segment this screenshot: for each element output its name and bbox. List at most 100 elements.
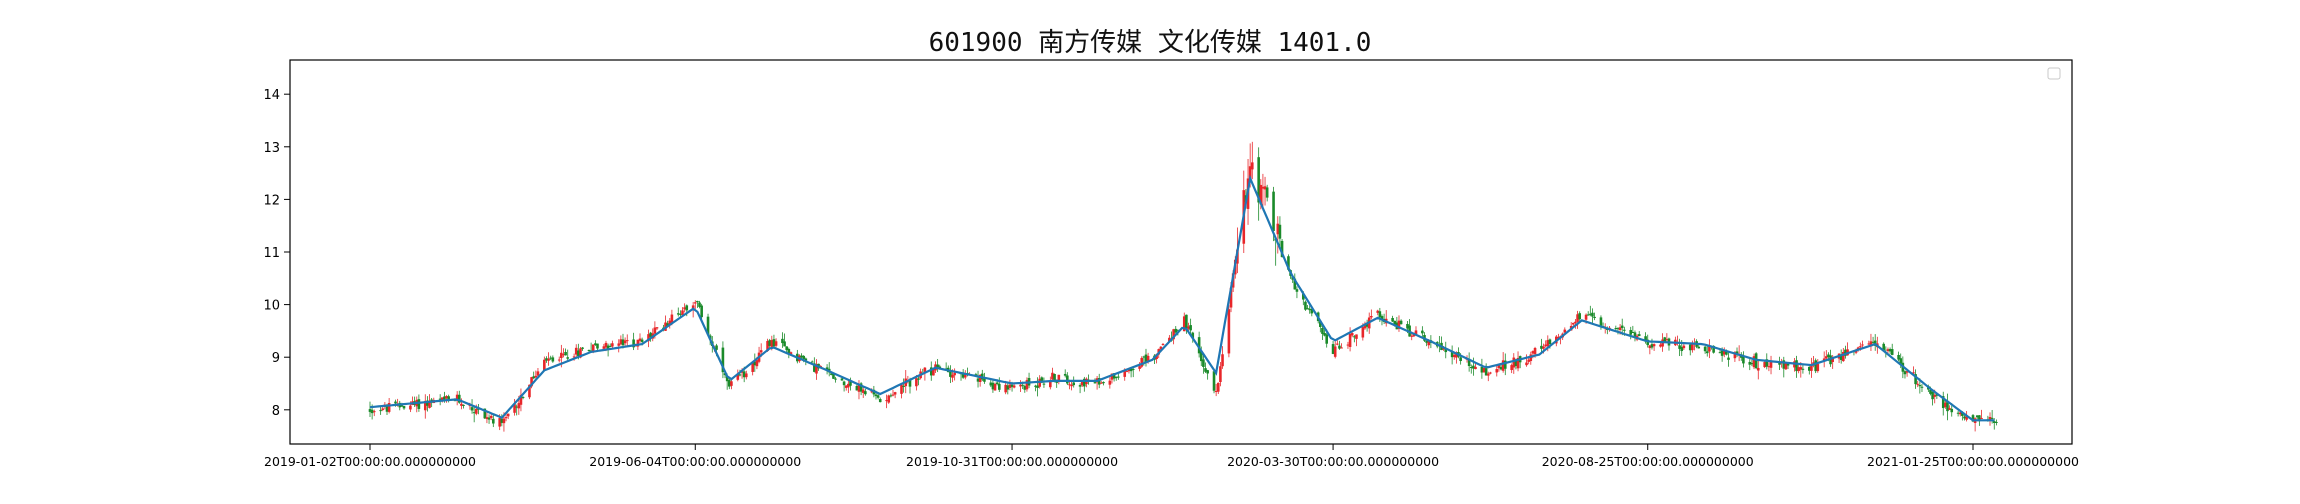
candle-body [849,381,852,386]
candle-body [1057,374,1061,383]
candle-body [1406,323,1409,329]
candle-body [1425,340,1428,343]
candle-body [1365,324,1369,327]
candle-body [1008,384,1012,388]
candle-body [1659,344,1662,347]
candle-body [949,371,952,377]
candle-body [502,418,506,424]
candle-body [983,378,986,382]
candle-body [457,394,461,403]
candle-body [621,339,625,346]
candle-body [1161,343,1165,345]
candle-body [1399,320,1403,325]
candle-body [1705,351,1709,354]
candle-body [1250,162,1254,170]
candle-body [517,403,521,409]
candle-body [1888,349,1892,352]
candle-body [1350,333,1354,336]
candle-body [1816,364,1820,372]
candle-body [874,394,878,397]
candle-body [1295,289,1299,292]
candle-body [1944,402,1947,408]
candle-body [632,339,635,348]
candle-body [1599,317,1603,326]
candle-body [991,382,995,390]
candle-body [1023,386,1027,390]
x-tick-label: 2021-01-25T00:00:00.000000000 [1867,454,2079,469]
candle-body [1871,341,1875,343]
y-axis: 8 9 10 11 12 13 14 [263,88,290,419]
candle-body [1578,313,1581,320]
candle-body [617,343,621,346]
candle-body [900,384,903,394]
candle-body [1455,352,1458,358]
candle-body [878,399,882,403]
candle-body [1652,344,1656,347]
candle-body [1958,412,1962,415]
candle-body [1975,415,1979,418]
candle-body [606,345,610,349]
candle-body [402,406,406,409]
candle-body [428,400,431,408]
chart-title: 601900 南方传媒 文化传媒 1401.0 [928,28,1372,58]
candle-body [1839,354,1843,360]
candle-body [974,374,978,376]
candle-body [557,359,561,361]
candle-body [1489,372,1492,374]
candle-body [1861,344,1864,346]
candle-body [1825,356,1828,359]
candle-body [1733,352,1737,359]
candle-body [1648,345,1652,349]
candle-body [487,417,491,420]
candle-body [1053,373,1056,381]
candle-body [738,374,742,376]
candle-body [832,373,835,379]
candle-body [608,345,612,347]
candle-body [1916,383,1920,385]
candle-body [1890,349,1894,355]
candle-body [574,347,578,355]
candle-body [861,389,865,393]
candle-body [785,346,788,351]
candle-body [1718,352,1722,354]
candle-body [908,379,912,387]
candle-body [379,410,382,412]
candle-body [666,323,669,327]
candle-body [1527,359,1530,362]
candle-body [1584,314,1588,320]
candle-body [1616,328,1620,330]
candle-body [1049,381,1052,388]
candle-body [409,405,412,410]
y-tick-label: 12 [263,193,280,208]
y-tick-label: 10 [263,299,280,314]
candle-body [1961,412,1964,416]
candle-body [755,360,759,367]
candle-body [519,394,523,405]
candle-body [1219,366,1222,383]
candle-body [1276,223,1280,235]
candle-body [1421,330,1424,334]
candle-body [1856,347,1860,349]
candle-body [532,376,536,379]
candle-body [602,346,606,349]
candle-body [1353,336,1356,338]
candle-body [1174,328,1178,333]
candle-body [745,373,748,378]
candle-body [1348,333,1352,347]
candle-body [834,378,837,380]
candle-body [685,305,689,311]
candle-body [1176,330,1180,332]
candle-body [887,395,891,403]
candle-body [1127,369,1131,372]
candle-body [1563,329,1567,333]
candle-body [545,358,548,361]
candle-body [1474,366,1477,370]
candle-body [400,405,404,407]
y-tick-label: 13 [263,141,280,156]
candle-body [1278,224,1282,239]
candle-body [679,313,682,315]
candle-body [1623,329,1626,331]
candle-body [504,417,508,419]
candle-body [1323,332,1326,336]
